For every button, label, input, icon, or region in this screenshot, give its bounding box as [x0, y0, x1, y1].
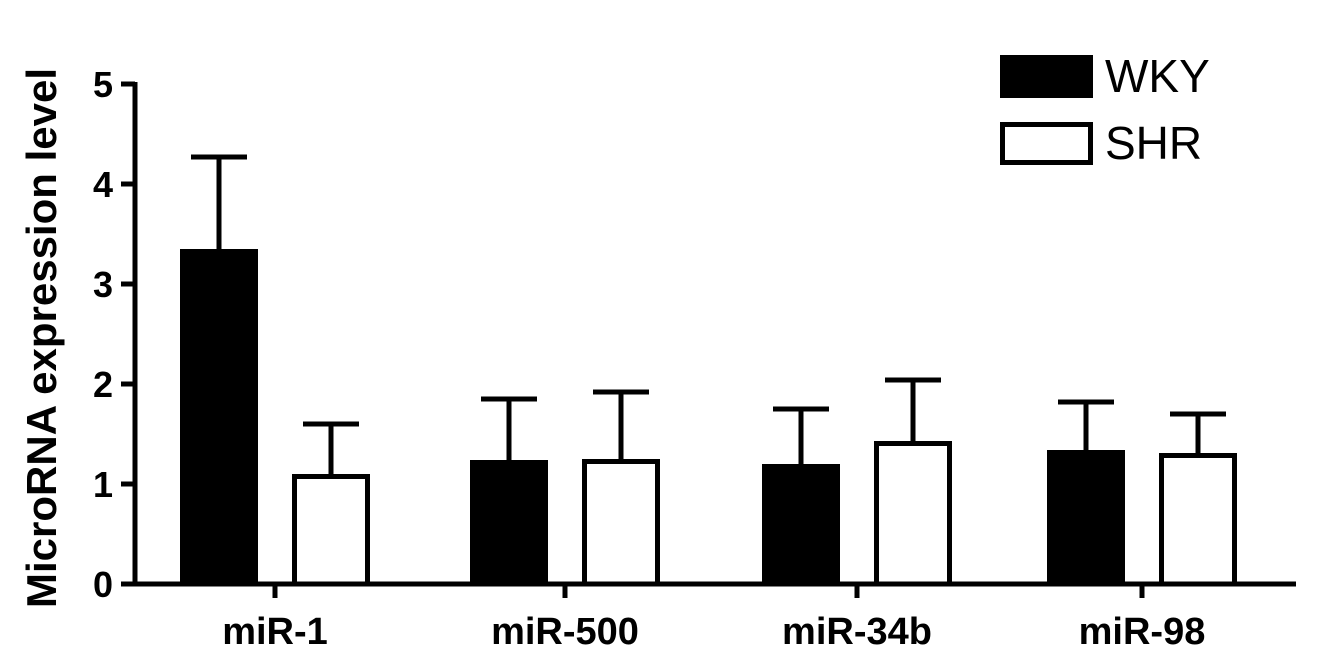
y-tick-label: 5 [93, 64, 113, 105]
bar-shr-mir-500 [582, 459, 660, 587]
bar-shr-mir-1 [292, 474, 370, 587]
error-bars [191, 154, 1226, 474]
bar-wky-mir-98 [1047, 450, 1125, 587]
legend: WKY SHR [1000, 50, 1210, 169]
y-axis: 0 1 2 3 4 5 [93, 64, 138, 605]
x-category-label: miR-98 [1079, 611, 1206, 653]
y-tick-label: 1 [93, 464, 113, 505]
legend-swatch-shr [1000, 122, 1093, 165]
y-tick-label: 2 [93, 364, 113, 405]
y-axis-title: MicroRNA expression level [18, 68, 65, 608]
bars [180, 249, 1237, 587]
legend-label-wky: WKY [1105, 50, 1210, 102]
x-category-label: miR-34b [782, 611, 932, 653]
legend-swatch-wky [1000, 55, 1093, 98]
legend-label-shr: SHR [1105, 117, 1202, 169]
y-tick-label: 3 [93, 264, 113, 305]
x-category-label: miR-500 [491, 611, 639, 653]
bar-wky-mir-34b [762, 464, 840, 587]
x-category-label: miR-1 [222, 611, 328, 653]
y-tick-label: 4 [93, 164, 113, 205]
y-axis-title-group: MicroRNA expression level [18, 68, 65, 608]
bar-wky-mir-1 [180, 249, 258, 587]
bar-wky-mir-500 [470, 460, 548, 587]
bar-shr-mir-98 [1159, 453, 1237, 587]
category-labels: miR-1 miR-500 miR-34b miR-98 [222, 611, 1205, 653]
bar-shr-mir-34b [874, 441, 952, 587]
y-tick-label: 0 [93, 564, 113, 605]
